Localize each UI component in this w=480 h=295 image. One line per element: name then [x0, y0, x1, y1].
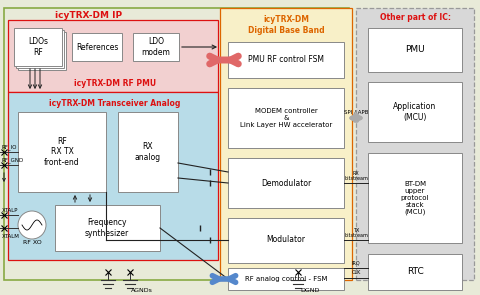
- Text: icyTRX-DM RF PMU: icyTRX-DM RF PMU: [74, 79, 156, 88]
- Bar: [228, 88, 344, 148]
- Text: RX
analog: RX analog: [135, 142, 161, 162]
- Text: PMU RF control FSM: PMU RF control FSM: [248, 55, 324, 65]
- Text: LDO
modem: LDO modem: [142, 37, 170, 57]
- Bar: [8, 92, 218, 260]
- Text: icyTRX-DM
Digital Base Band: icyTRX-DM Digital Base Band: [248, 15, 324, 35]
- Bar: [220, 8, 352, 280]
- Bar: [228, 268, 344, 290]
- Text: Modulator: Modulator: [266, 235, 305, 245]
- Bar: [228, 218, 344, 263]
- Text: References: References: [76, 42, 118, 52]
- Text: BT-DM
upper
protocol
stack
(MCU): BT-DM upper protocol stack (MCU): [401, 181, 429, 215]
- Bar: [228, 42, 344, 78]
- Text: RF analog control - FSM: RF analog control - FSM: [245, 276, 327, 282]
- Text: MODEM controller
&
Link Layer HW accelerator: MODEM controller & Link Layer HW acceler…: [240, 108, 332, 128]
- Bar: [133, 33, 179, 61]
- Text: RF
RX TX
front-end: RF RX TX front-end: [44, 137, 80, 167]
- Text: IRQ: IRQ: [352, 260, 360, 266]
- Bar: [55, 205, 160, 251]
- Circle shape: [18, 211, 46, 239]
- Text: Frequency
synthesizer: Frequency synthesizer: [85, 218, 129, 238]
- Text: PMU: PMU: [405, 45, 425, 55]
- Text: AGNDs: AGNDs: [131, 288, 153, 293]
- Bar: [72, 33, 122, 61]
- Bar: [18, 112, 106, 192]
- Bar: [228, 158, 344, 208]
- Text: TX
bitstream: TX bitstream: [344, 228, 368, 238]
- Bar: [4, 8, 349, 280]
- Bar: [368, 254, 462, 290]
- Text: RF XO: RF XO: [23, 240, 41, 245]
- Bar: [368, 82, 462, 142]
- Text: CLK: CLK: [351, 271, 360, 276]
- Bar: [368, 153, 462, 243]
- Bar: [368, 28, 462, 72]
- Bar: [356, 8, 474, 280]
- Bar: [8, 20, 218, 92]
- Text: SPI / APB: SPI / APB: [344, 109, 368, 114]
- Bar: [16, 30, 64, 68]
- Text: Application
(MCU): Application (MCU): [394, 102, 437, 122]
- Text: XTALP: XTALP: [2, 207, 19, 212]
- Text: RF_IO: RF_IO: [2, 144, 17, 150]
- Text: LDOs
RF: LDOs RF: [28, 37, 48, 57]
- Bar: [14, 28, 62, 66]
- Text: RX
bitstream: RX bitstream: [344, 171, 368, 181]
- Bar: [118, 112, 178, 192]
- Text: Other part of IC:: Other part of IC:: [380, 14, 451, 22]
- Text: DGND: DGND: [300, 288, 320, 293]
- Text: Demodulator: Demodulator: [261, 178, 311, 188]
- Text: RF_GND: RF_GND: [2, 157, 24, 163]
- Text: icyTRX-DM IP: icyTRX-DM IP: [55, 12, 122, 20]
- Text: XTALM: XTALM: [2, 234, 20, 238]
- Text: icyTRX-DM Transceiver Analog: icyTRX-DM Transceiver Analog: [49, 99, 180, 107]
- Text: RTC: RTC: [407, 268, 423, 276]
- Bar: [18, 32, 66, 70]
